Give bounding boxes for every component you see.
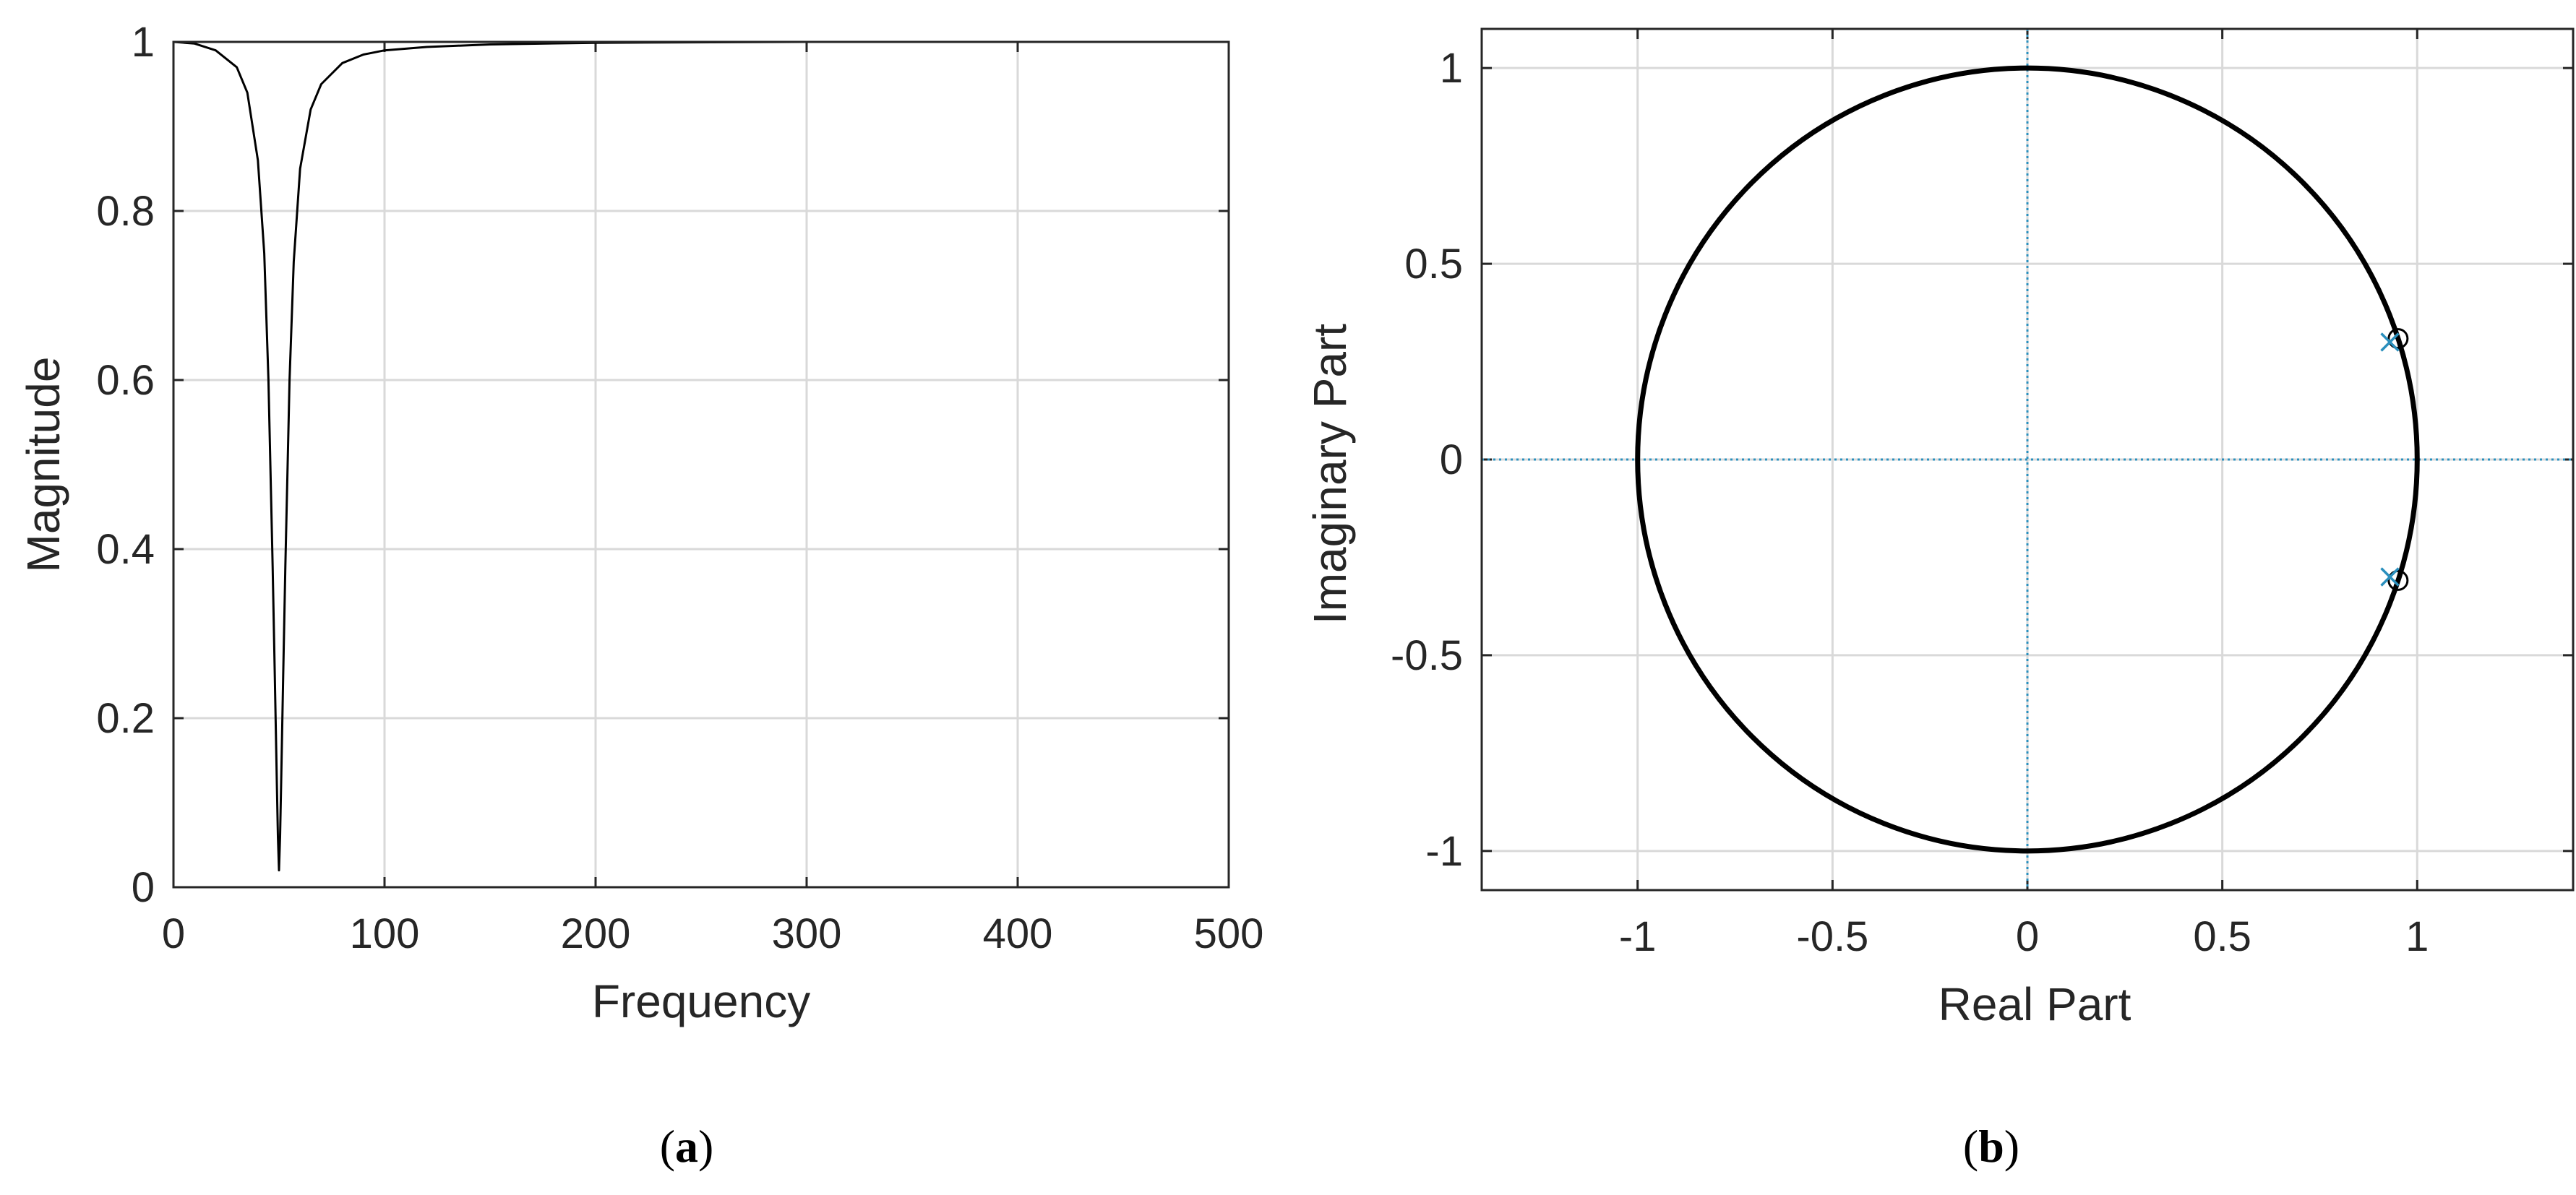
x-tick-label: 0 (2016, 913, 2039, 960)
pole-marker (2380, 567, 2400, 587)
x-tick-label: -0.5 (1796, 913, 1868, 960)
axes-frame (172, 40, 1230, 889)
x-tick-label: 1 (2405, 913, 2429, 960)
pole-marker (2380, 332, 2400, 352)
y-tick-label: 1 (1440, 45, 1463, 92)
zero-marker (2387, 328, 2409, 350)
x-tick-label: 400 (983, 910, 1053, 957)
panel-label-b: (b) (1963, 1121, 2019, 1172)
panel-label-a-letter: a (675, 1121, 698, 1172)
y-tick-label: 1 (132, 19, 155, 66)
y-tick-label: 0 (1440, 436, 1463, 483)
x-tick-label: -1 (1619, 913, 1657, 960)
x-tick-label: 200 (561, 910, 631, 957)
magnitude-line (173, 40, 1229, 872)
x-tick-label: 0.5 (2193, 913, 2251, 960)
x-tick-label: 100 (350, 910, 420, 957)
magnitude-chart: 0 100 200 300 400 500 0 0.2 0.4 0.6 0.8 1 Frequency M… (17, 19, 1263, 1172)
y-tick-label: -1 (1425, 828, 1463, 875)
x-axis-title: Frequency (592, 975, 810, 1027)
x-tick-label: 500 (1194, 910, 1264, 957)
panel-label-b-letter: b (1978, 1121, 2004, 1172)
unit-circle (1635, 65, 2420, 854)
y-tick-label: 0 (132, 864, 155, 911)
y-tick-label: 0.5 (1404, 241, 1463, 288)
y-axis-title: Imaginary Part (1304, 324, 1356, 624)
x-tick-label: 0 (162, 910, 185, 957)
pole-stroke (2380, 332, 2400, 352)
y-tick-label: 0.2 (96, 695, 155, 742)
zero-marker (2387, 569, 2409, 591)
x-tick-label: 300 (772, 910, 842, 957)
x-axis-title: Real Part (1939, 978, 2131, 1030)
axes-frame (1480, 27, 2575, 892)
panel-label-a: (a) (660, 1121, 714, 1172)
y-tick-label: 0.6 (96, 357, 155, 404)
pole-zero-chart: -1 -0.5 0 0.5 1 -1 -0.5 0 0.5 1 Real Part Imaginary… (1304, 27, 2575, 1172)
y-tick-label: -0.5 (1391, 632, 1463, 679)
y-axis-title: Magnitude (17, 357, 69, 573)
pole-stroke (2380, 567, 2400, 587)
y-tick-label: 0.4 (96, 526, 155, 573)
y-tick-label: 0.8 (96, 188, 155, 235)
